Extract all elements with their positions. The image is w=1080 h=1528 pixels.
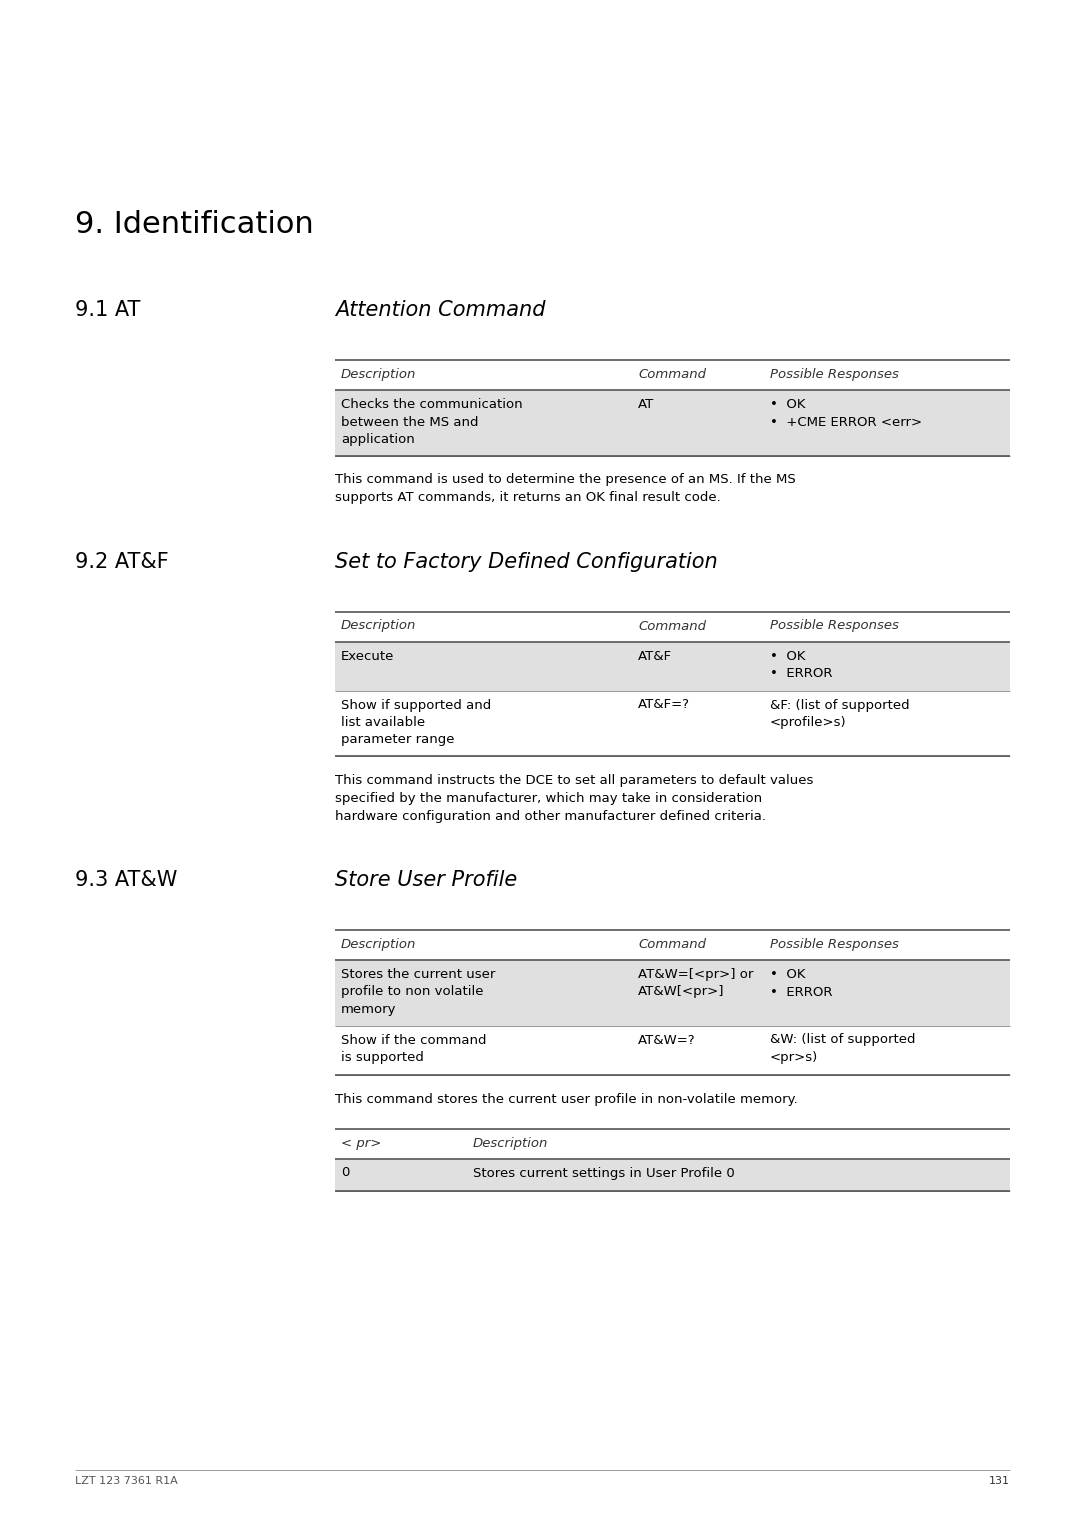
Text: &F: (list of supported
<profile>s): &F: (list of supported <profile>s): [770, 698, 909, 729]
Bar: [335, 390, 1010, 455]
Text: AT&F: AT&F: [638, 649, 672, 663]
Text: &W: (list of supported
<pr>s): &W: (list of supported <pr>s): [770, 1033, 915, 1063]
Text: Command: Command: [638, 938, 706, 950]
Text: 9. Identification: 9. Identification: [75, 209, 314, 238]
Text: Possible Responses: Possible Responses: [770, 368, 899, 380]
Text: Command: Command: [638, 368, 706, 380]
Text: Execute: Execute: [341, 649, 394, 663]
Text: Description: Description: [473, 1137, 548, 1149]
Text: Show if supported and
list available
parameter range: Show if supported and list available par…: [341, 698, 491, 747]
Text: LZT 123 7361 R1A: LZT 123 7361 R1A: [75, 1476, 178, 1487]
Text: AT&F=?: AT&F=?: [638, 698, 690, 712]
Bar: [335, 1158, 1010, 1190]
Text: •  OK
•  ERROR: • OK • ERROR: [770, 969, 832, 998]
Text: Command: Command: [638, 619, 706, 633]
Text: Stores current settings in User Profile 0: Stores current settings in User Profile …: [473, 1166, 734, 1180]
Text: This command instructs the DCE to set all parameters to default values
specified: This command instructs the DCE to set al…: [335, 775, 813, 824]
Text: Show if the command
is supported: Show if the command is supported: [341, 1033, 486, 1063]
Text: AT&W=?: AT&W=?: [638, 1033, 696, 1047]
Text: 0: 0: [341, 1166, 349, 1180]
Text: Possible Responses: Possible Responses: [770, 938, 899, 950]
Text: •  OK
•  ERROR: • OK • ERROR: [770, 649, 832, 680]
Text: •  OK
•  +CME ERROR <err>: • OK • +CME ERROR <err>: [770, 397, 921, 428]
Text: AT&W=[<pr>] or
AT&W[<pr>]: AT&W=[<pr>] or AT&W[<pr>]: [638, 969, 754, 998]
Text: Description: Description: [341, 938, 417, 950]
Text: 9.2 AT&F: 9.2 AT&F: [75, 552, 168, 571]
Text: This command is used to determine the presence of an MS. If the MS
supports AT c: This command is used to determine the pr…: [335, 474, 796, 504]
Text: Stores the current user
profile to non volatile
memory: Stores the current user profile to non v…: [341, 969, 496, 1016]
Text: Checks the communication
between the MS and
application: Checks the communication between the MS …: [341, 397, 523, 446]
Text: Description: Description: [341, 368, 417, 380]
Text: Possible Responses: Possible Responses: [770, 619, 899, 633]
Text: This command stores the current user profile in non-volatile memory.: This command stores the current user pro…: [335, 1093, 798, 1105]
Text: 9.1 AT: 9.1 AT: [75, 299, 140, 319]
Text: Store User Profile: Store User Profile: [335, 869, 517, 889]
Text: 131: 131: [989, 1476, 1010, 1487]
Text: < pr>: < pr>: [341, 1137, 381, 1149]
Text: Set to Factory Defined Configuration: Set to Factory Defined Configuration: [335, 552, 718, 571]
Bar: [335, 960, 1010, 1025]
Text: AT: AT: [638, 397, 654, 411]
Text: 9.3 AT&W: 9.3 AT&W: [75, 869, 177, 889]
Text: Attention Command: Attention Command: [335, 299, 545, 319]
Bar: [335, 642, 1010, 691]
Text: Description: Description: [341, 619, 417, 633]
